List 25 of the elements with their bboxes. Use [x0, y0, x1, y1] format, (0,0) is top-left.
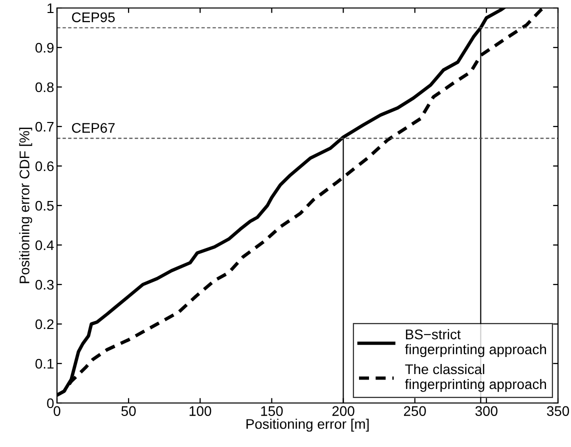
x-tick-label: 250	[404, 406, 426, 416]
x-tick-label: 300	[475, 406, 498, 416]
x-tick-label: 0	[54, 406, 60, 416]
x-axis-title: Positioning error [m]	[246, 418, 369, 432]
y-tick-label: 0.9	[35, 42, 54, 53]
annotation: CEP67	[72, 122, 115, 133]
y-tick-label: 0.8	[35, 82, 54, 92]
x-tick-label: 50	[121, 406, 136, 416]
y-tick-label: 0.7	[35, 122, 54, 132]
annotation: CEP95	[72, 12, 115, 22]
y-tick-label: 0.2	[35, 319, 54, 330]
y-tick-label: 0.1	[35, 358, 54, 369]
y-tick-label: 0	[47, 398, 54, 408]
x-tick-label: 150	[261, 406, 283, 416]
y-tick-label: 0.6	[35, 161, 54, 172]
legend-label: BS−strict fingerprinting approach	[405, 329, 546, 358]
legend-label: The classical fingerprinting approach	[405, 364, 546, 392]
y-axis-title: Positioning error CDF [%]	[19, 128, 32, 284]
x-tick-label: 350	[546, 406, 570, 416]
x-tick-label: 100	[190, 406, 212, 416]
y-tick-label: 1	[48, 3, 54, 14]
x-tick-label: 200	[332, 406, 354, 416]
y-tick-label: 0.5	[35, 200, 54, 211]
y-tick-label: 0.4	[35, 240, 54, 250]
y-tick-label: 0.3	[35, 280, 54, 290]
